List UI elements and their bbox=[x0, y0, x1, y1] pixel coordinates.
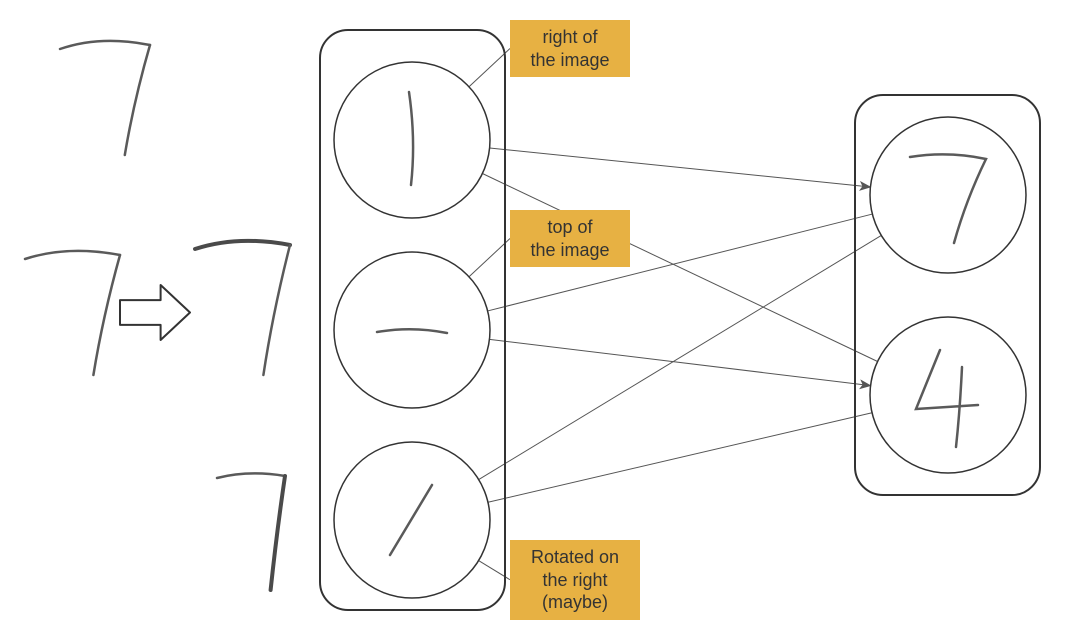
feature-label-2: top of the image bbox=[510, 210, 630, 267]
sketch-7-stem bbox=[271, 476, 285, 590]
left-sketches-layer bbox=[25, 41, 290, 590]
sketch-7-top bbox=[25, 251, 120, 259]
sketch-7-stem bbox=[263, 245, 290, 375]
sketch-7-top bbox=[195, 241, 290, 249]
edges-layer bbox=[469, 49, 881, 580]
edge-n3-o1 bbox=[479, 235, 882, 479]
panels-layer bbox=[320, 30, 1040, 610]
edge-n1-o2 bbox=[482, 174, 877, 362]
edge-n2-o2 bbox=[489, 339, 870, 385]
edge-n1-o1 bbox=[490, 148, 871, 187]
feature-label-3: Rotated on the right (maybe) bbox=[510, 540, 640, 620]
sketch-7-stem bbox=[93, 255, 120, 375]
edge-n3-o2 bbox=[488, 413, 872, 503]
output-node-2 bbox=[870, 317, 1026, 473]
sketch-7-top bbox=[60, 41, 150, 49]
output-node-1 bbox=[870, 117, 1026, 273]
transform-arrow-icon bbox=[120, 285, 190, 340]
sketch-7-stem bbox=[125, 45, 150, 155]
label-connector-2 bbox=[469, 239, 510, 277]
sketch-7-top bbox=[217, 473, 285, 478]
feature-label-1: right of the image bbox=[510, 20, 630, 77]
